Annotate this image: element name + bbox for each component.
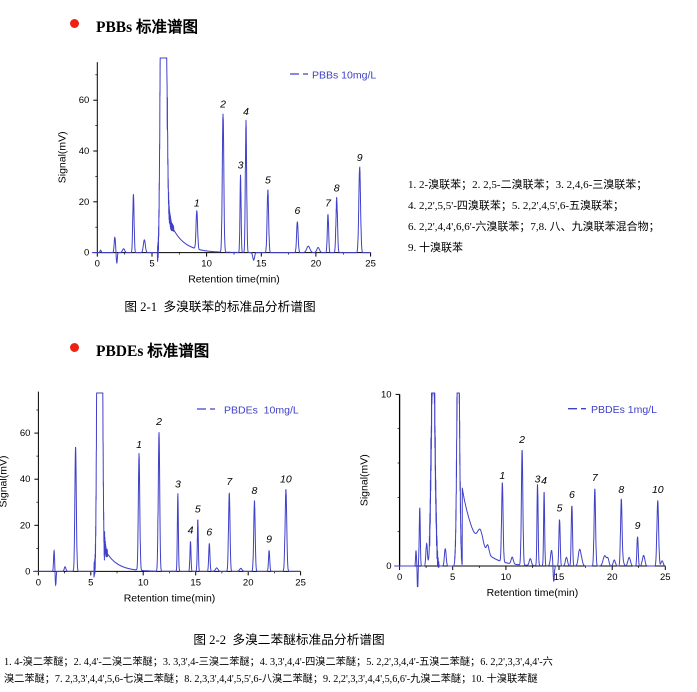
svg-text:5: 5 [265, 175, 271, 187]
svg-text:1: 1 [136, 439, 142, 451]
svg-text:6: 6 [569, 489, 575, 501]
svg-text:20: 20 [311, 259, 322, 270]
svg-text:PBDEs 10mg/L: PBDEs 10mg/L [224, 405, 299, 417]
svg-text:20: 20 [79, 197, 90, 208]
svg-text:Retention time(min): Retention time(min) [188, 274, 280, 286]
svg-text:PBBs 10mg/L: PBBs 10mg/L [312, 70, 376, 82]
svg-text:6: 6 [294, 205, 300, 217]
svg-text:9: 9 [266, 534, 272, 546]
svg-text:3: 3 [175, 478, 181, 490]
svg-text:3: 3 [238, 159, 244, 171]
svg-text:0: 0 [95, 259, 100, 270]
svg-text:15: 15 [554, 572, 565, 583]
svg-text:25: 25 [660, 572, 671, 583]
svg-text:40: 40 [79, 146, 90, 157]
svg-text:4: 4 [188, 524, 194, 536]
svg-text:Retention time(min): Retention time(min) [124, 592, 216, 604]
svg-text:10: 10 [652, 484, 664, 496]
svg-text:2: 2 [155, 416, 162, 428]
svg-text:4: 4 [243, 106, 249, 118]
svg-text:0: 0 [36, 577, 41, 588]
svg-text:9: 9 [635, 520, 641, 532]
svg-text:PBDEs 1mg/L: PBDEs 1mg/L [591, 404, 657, 416]
svg-text:5: 5 [450, 572, 455, 583]
svg-text:15: 15 [190, 577, 201, 588]
svg-text:Signal(mV): Signal(mV) [56, 131, 68, 183]
svg-text:15: 15 [256, 259, 267, 270]
svg-text:8: 8 [251, 485, 257, 497]
svg-text:10: 10 [201, 259, 212, 270]
svg-text:25: 25 [295, 577, 306, 588]
svg-text:20: 20 [607, 572, 618, 583]
svg-text:60: 60 [79, 95, 90, 106]
svg-text:8: 8 [618, 484, 624, 496]
svg-text:5: 5 [195, 504, 201, 516]
svg-text:1: 1 [499, 470, 505, 482]
svg-text:5: 5 [88, 577, 93, 588]
svg-text:Signal(mV): Signal(mV) [0, 456, 9, 508]
svg-text:0: 0 [386, 561, 391, 572]
svg-text:10: 10 [381, 390, 392, 400]
svg-text:25: 25 [365, 259, 376, 270]
svg-text:7: 7 [592, 472, 599, 484]
svg-text:4: 4 [541, 475, 547, 487]
svg-text:20: 20 [243, 577, 254, 588]
svg-text:Signal(mV): Signal(mV) [359, 454, 371, 506]
svg-text:9: 9 [357, 152, 363, 164]
svg-text:2: 2 [219, 98, 226, 110]
svg-text:3: 3 [535, 474, 541, 486]
svg-text:0: 0 [25, 566, 30, 577]
svg-text:6: 6 [206, 527, 212, 539]
svg-text:7: 7 [226, 476, 233, 488]
svg-text:5: 5 [149, 259, 154, 270]
svg-text:0: 0 [84, 248, 89, 259]
svg-text:0: 0 [397, 572, 402, 583]
svg-text:20: 20 [20, 520, 31, 531]
svg-text:Retention time(min): Retention time(min) [487, 587, 579, 599]
svg-text:1: 1 [194, 198, 200, 210]
svg-text:2: 2 [518, 434, 525, 446]
svg-text:10: 10 [280, 474, 292, 486]
svg-text:10: 10 [138, 577, 149, 588]
svg-text:5: 5 [557, 503, 563, 515]
svg-text:40: 40 [20, 474, 31, 485]
svg-text:10: 10 [501, 572, 512, 583]
svg-text:7: 7 [325, 198, 332, 210]
svg-text:60: 60 [20, 428, 31, 439]
svg-text:8: 8 [334, 182, 340, 194]
